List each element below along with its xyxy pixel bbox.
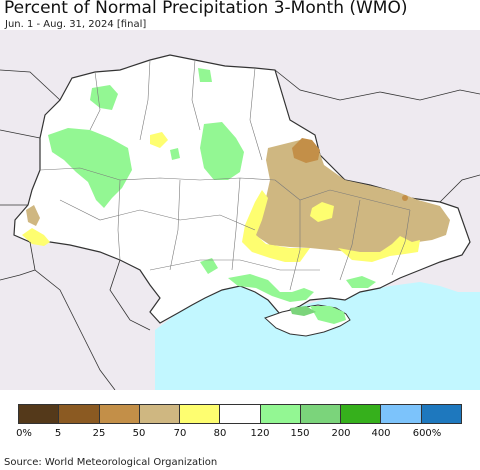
legend-tick: 0% (16, 428, 32, 439)
legend-swatch (139, 405, 181, 423)
wet-crimea-east (310, 306, 346, 324)
legend-swatch (220, 405, 261, 423)
legend-swatch (421, 405, 461, 423)
wet-patch-north-1 (90, 85, 118, 110)
legend-swatch (381, 405, 422, 423)
legend-swatch (341, 405, 382, 423)
legend-tick: 150 (290, 428, 310, 439)
legend-tick: 600% (412, 428, 442, 439)
wet-patch-north-2 (198, 68, 212, 82)
legend-tick: 400 (371, 428, 391, 439)
legend-swatch (260, 405, 301, 423)
black-sea (155, 282, 480, 390)
legend-tick: 5 (54, 428, 62, 439)
legend-swatch (99, 405, 140, 423)
wet-patch-central-2 (170, 148, 180, 160)
legend-color-bar (18, 404, 462, 424)
wet-azov-coast (346, 276, 376, 288)
legend-tick: 50 (132, 428, 146, 439)
neighbor-borders (0, 69, 480, 390)
legend-tick: 120 (250, 428, 270, 439)
wet-patch-south (200, 258, 218, 274)
legend-swatch (19, 405, 60, 423)
wet-region-northwest (48, 128, 132, 208)
dry-region-50-70 (255, 140, 450, 254)
map-subtitle: Jun. 1 - Aug. 31, 2024 [final] (5, 19, 147, 30)
wet-crimea-north (290, 306, 316, 316)
legend-swatch (300, 405, 342, 423)
precipitation-map (0, 30, 480, 390)
legend-tick: 200 (331, 428, 351, 439)
oblast-boundaries (39, 59, 411, 291)
yellow-patch-central-east (310, 202, 334, 222)
legend-tick: 80 (213, 428, 227, 439)
dry-spot-east (402, 195, 408, 201)
wet-region-central (200, 122, 244, 180)
map-title: Percent of Normal Precipitation 3-Month … (4, 0, 408, 18)
legend-tick-labels: 0% 5 25 50 70 80 120 150 200 400 600% (0, 428, 480, 442)
legend-tick: 25 (92, 428, 106, 439)
legend-swatch (180, 405, 221, 423)
tan-patch-west (26, 205, 40, 226)
dry-region-25-50 (292, 138, 320, 163)
yellow-patch-west (22, 228, 50, 246)
legend-swatch (59, 405, 100, 423)
wet-strip-coast (228, 274, 314, 302)
yellow-patch-north (150, 132, 168, 148)
legend-tick: 70 (173, 428, 187, 439)
yellow-band-east (242, 190, 310, 262)
yellow-band-south (338, 236, 420, 262)
source-credit: Source: World Meteorological Organizatio… (4, 457, 218, 468)
